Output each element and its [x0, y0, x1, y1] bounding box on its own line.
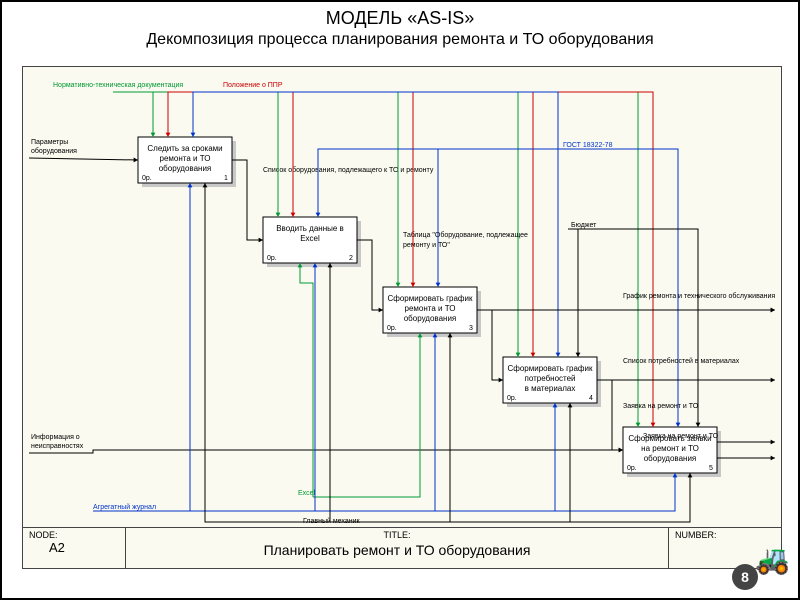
footer-node-value: A2 [49, 540, 65, 555]
svg-text:Заявка на ремонт и ТО: Заявка на ремонт и ТО [643, 433, 719, 440]
svg-text:Сформировать график: Сформировать график [508, 364, 593, 373]
svg-text:Информация о: Информация о [31, 434, 80, 441]
svg-text:0р.: 0р. [267, 255, 277, 262]
svg-text:Главный механик: Главный механик [303, 517, 360, 525]
svg-text:оборудования: оборудования [404, 314, 457, 323]
svg-text:0р.: 0р. [142, 175, 152, 182]
page-subtitle: Декомпозиция процесса планирования ремон… [2, 31, 798, 55]
flowchart-svg: Следить за срокамиремонта и ТОоборудован… [23, 67, 781, 527]
truck-icon: 🚜 [755, 543, 790, 576]
svg-text:на ремонт и ТО: на ремонт и ТО [641, 444, 699, 453]
svg-text:оборудования: оборудования [31, 147, 77, 155]
svg-text:Список оборудования, подлежаще: Список оборудования, подлежащего к ТО и … [263, 166, 434, 174]
diagram-footer: NODE: A2 TITLE: Планировать ремонт и ТО … [22, 527, 782, 569]
svg-text:в материалах: в материалах [525, 384, 576, 393]
footer-title-label: TITLE: [383, 530, 410, 540]
svg-text:Агрегатный журнал: Агрегатный журнал [93, 503, 156, 511]
svg-text:Список потребностей в материал: Список потребностей в материалах [623, 357, 740, 365]
svg-text:0р.: 0р. [627, 465, 637, 472]
svg-text:Следить за сроками: Следить за сроками [147, 144, 222, 153]
svg-text:1: 1 [224, 175, 228, 182]
footer-number-label: NUMBER: [675, 530, 717, 540]
svg-text:4: 4 [589, 395, 593, 402]
svg-text:Положение о ППР: Положение о ППР [223, 82, 283, 89]
svg-text:ГОСТ 18322-78: ГОСТ 18322-78 [563, 142, 613, 149]
svg-text:0р.: 0р. [387, 325, 397, 332]
svg-text:2: 2 [349, 255, 353, 262]
slide-number-badge: 8 [732, 564, 758, 590]
svg-text:потребностей: потребностей [524, 374, 575, 383]
footer-node-label: NODE: [29, 530, 58, 540]
svg-text:График ремонта и технического: График ремонта и технического обслуживан… [623, 292, 775, 300]
svg-text:оборудования: оборудования [644, 454, 697, 463]
svg-text:Бюджет: Бюджет [571, 222, 597, 229]
svg-text:0р.: 0р. [507, 395, 517, 402]
diagram-canvas: Следить за срокамиремонта и ТОоборудован… [22, 66, 782, 528]
svg-text:Заявка на ремонт и ТО: Заявка на ремонт и ТО [623, 403, 699, 410]
svg-text:ремонта и ТО: ремонта и ТО [405, 304, 456, 313]
svg-text:неисправностях: неисправностях [31, 443, 84, 450]
svg-text:5: 5 [709, 465, 713, 472]
svg-text:Таблица "Оборудование, подлежа: Таблица "Оборудование, подлежащее [403, 231, 528, 239]
svg-text:оборудования: оборудования [159, 164, 212, 173]
svg-text:Параметры: Параметры [31, 139, 68, 146]
svg-text:ремонту и ТО": ремонту и ТО" [403, 242, 450, 249]
svg-text:Excel: Excel [300, 234, 320, 243]
svg-text:ремонта и ТО: ремонта и ТО [160, 154, 211, 163]
svg-text:3: 3 [469, 325, 473, 332]
svg-text:Нормативно-техническая докумен: Нормативно-техническая документация [53, 82, 183, 89]
svg-text:Сформировать график: Сформировать график [388, 294, 473, 303]
page-title: МОДЕЛЬ «AS-IS» [2, 2, 798, 31]
footer-title-value: Планировать ремонт и ТО оборудования [132, 542, 662, 558]
svg-text:Вводить данные в: Вводить данные в [276, 224, 344, 233]
